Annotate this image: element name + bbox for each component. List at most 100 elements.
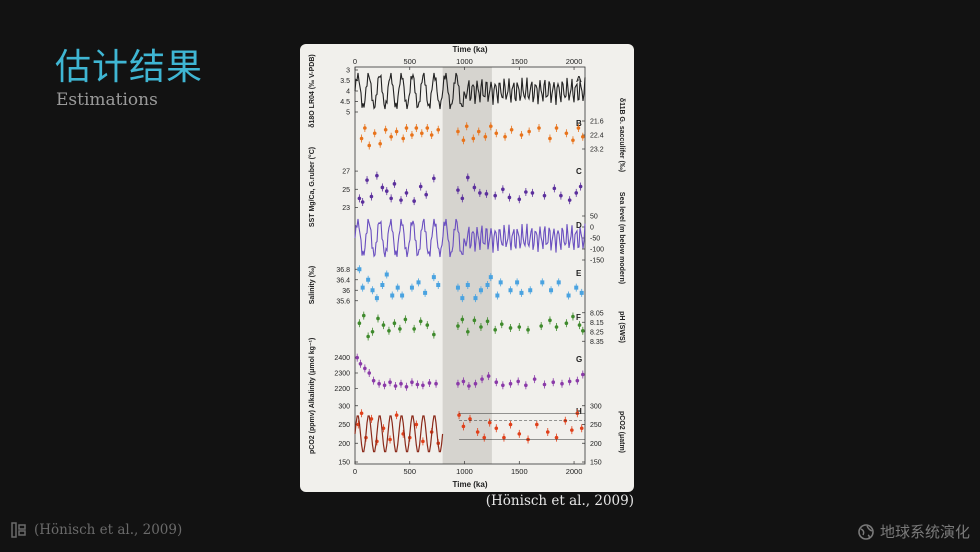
data-point-C [524,190,528,194]
data-point-E [478,288,483,293]
footer-brand-text: 地球系统演化 [879,523,970,541]
data-point-B [571,138,575,143]
y-tick-label-C: 27 [342,169,350,176]
data-point-G [542,382,547,387]
data-point-B [389,134,393,139]
data-point-C [380,185,385,190]
y-tick-label-H: 300 [338,403,350,410]
data-point-E [566,293,571,298]
data-point-B [420,131,424,136]
panel-letter-E: E [576,269,582,278]
data-point-F [493,328,497,332]
x-tick-label-top: 1500 [511,57,528,66]
data-point-B [483,134,488,139]
data-point-B [564,131,569,136]
data-point-E [460,296,465,301]
data-point-E [549,288,554,293]
y-tick-label-right-B: 21.6 [590,119,604,126]
x-tick-label-bottom: 0 [353,467,357,476]
data-point-B [410,133,414,137]
data-point-C [478,191,482,195]
x-axis-title-top: Time (ka) [453,45,488,54]
x-tick-label-bottom: 1500 [511,467,528,476]
data-point-C [567,198,572,202]
data-point-G [404,385,409,389]
data-point-C [392,182,397,186]
data-point-C [412,199,416,203]
data-point-H [457,413,461,417]
data-point-C [559,193,563,198]
y-tick-label-C: 25 [342,187,350,194]
multi-panel-chart: Time (ka)Time (ka)0050050010001000150015… [308,45,625,489]
data-point-F [564,321,569,326]
data-point-F [466,329,470,334]
panel-letter-A: A [576,75,582,84]
data-point-H [381,426,386,431]
data-point-E [360,285,365,290]
y-tick-label-H: 150 [338,460,350,467]
data-point-B [436,127,441,132]
y-tick-label-G: 2300 [334,371,350,378]
y-tick-label-right-D: 50 [590,214,598,221]
data-point-E [436,283,441,287]
data-point-C [365,178,369,182]
data-point-H [535,422,539,427]
data-point-F [418,319,423,324]
data-point-H [508,422,513,427]
data-point-F [392,321,397,326]
data-point-G [486,374,491,378]
data-point-F [571,314,575,319]
data-point-B [414,126,419,130]
data-point-G [494,380,499,385]
y-axis-label-H: pCO2 (ppmv) [309,410,316,454]
x-tick-label-top: 2000 [566,57,583,66]
panel-letter-C: C [576,167,582,176]
data-point-B [576,126,581,130]
x-tick-label-top: 500 [404,57,417,66]
data-point-E [409,285,414,290]
data-point-H [369,417,374,421]
data-point-B [494,131,499,136]
data-point-G [524,383,528,388]
data-point-G [456,381,460,386]
data-point-B [425,126,430,130]
shaded-interval [442,67,492,464]
data-point-E [485,283,490,287]
y-tick-label-right-D: -150 [590,258,604,265]
y-tick-label-H: 250 [338,422,350,429]
footer-citation: (Hönisch et al., 2009) [10,521,182,539]
data-point-H [414,422,419,427]
data-point-C [542,193,547,198]
data-point-E [488,275,493,280]
data-point-F [548,318,552,323]
data-point-G [480,377,484,381]
data-point-G [377,381,381,386]
data-point-B [548,136,552,141]
figure-caption: (Hönisch et al., 2009) [485,493,634,509]
y-tick-label-G: 2200 [334,386,350,393]
data-point-G [388,380,392,385]
data-point-F [412,327,416,331]
data-point-E [357,267,362,272]
data-point-G [532,377,537,381]
y-tick-label-A: 5 [346,110,350,117]
data-point-G [421,383,425,388]
data-point-H [482,435,487,440]
data-point-B [509,127,514,132]
data-point-E [395,285,400,290]
data-point-C [384,189,389,193]
data-point-C [574,191,579,195]
data-point-G [393,384,398,388]
data-point-B [383,127,388,132]
data-point-F [398,327,402,331]
data-point-B [503,134,507,139]
data-point-G [367,371,372,375]
data-point-C [432,176,436,181]
quote-icon [11,522,26,538]
data-point-E [380,283,385,287]
y-axis-label-right-B: δ11B G. sacculifer (‰) [618,98,625,172]
panel-letter-H: H [576,407,582,416]
y-tick-label-right-H: 150 [590,460,602,467]
data-point-C [375,173,379,178]
y-axis-label-G: Alkalinity (μmol kg⁻¹) [309,338,316,409]
